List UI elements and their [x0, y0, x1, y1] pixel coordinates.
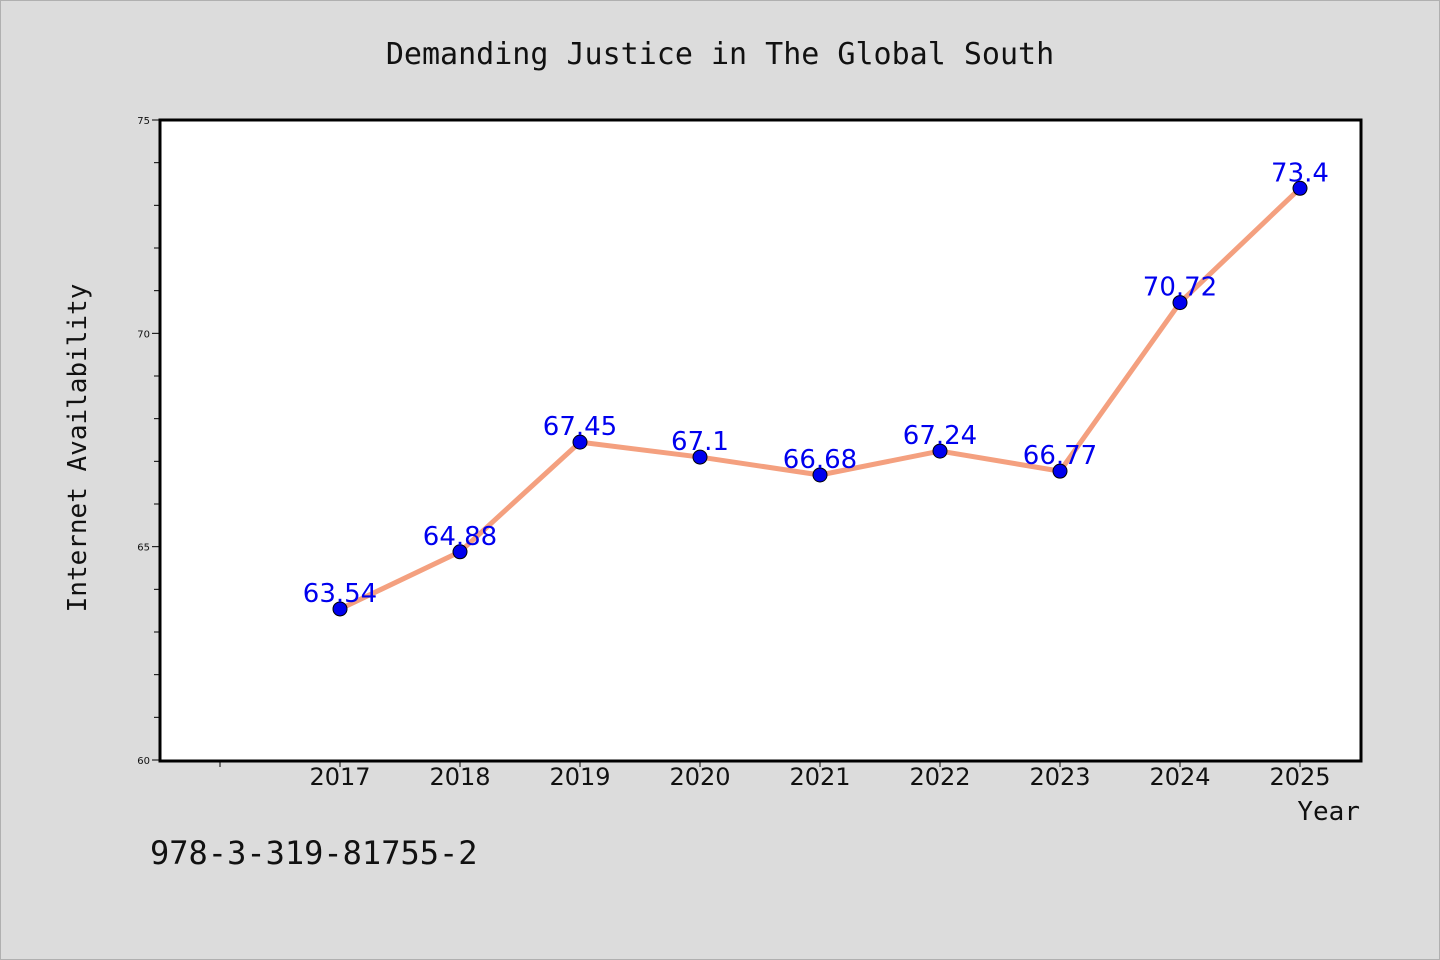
data-label: 67.45 [543, 412, 617, 442]
data-point [1172, 295, 1188, 311]
data-point [692, 449, 708, 465]
markers-group [332, 180, 1308, 617]
data-label: 70.72 [1143, 273, 1217, 303]
data-point [452, 544, 468, 560]
x-tick-label: 2023 [1029, 763, 1090, 791]
y-tick-label: 75 [137, 116, 150, 127]
x-tick-label: 2018 [429, 763, 490, 791]
data-point [332, 601, 348, 617]
x-tick-label: 2024 [1149, 763, 1210, 791]
x-tick-label: 2020 [669, 763, 730, 791]
y-tick-label: 65 [137, 543, 150, 554]
data-label: 66.77 [1023, 441, 1097, 471]
x-tick-label: 2019 [549, 763, 610, 791]
x-tick-label: 2022 [909, 763, 970, 791]
x-tick-label: 2017 [309, 763, 370, 791]
data-labels-group: 63.54 64.88 67.45 67.1 66.68 67.24 66.77 70.72 7… [303, 158, 1329, 609]
y-axis: 60 65 70 75 [137, 116, 160, 767]
footer-isbn: 978-3-319-81755-2 [150, 834, 478, 872]
data-point [1052, 463, 1068, 479]
y-axis-label: Internet Availability [63, 284, 93, 613]
data-label: 66.68 [783, 445, 857, 475]
data-point [932, 443, 948, 459]
x-tick-label: 2025 [1269, 763, 1330, 791]
data-label: 67.1 [671, 427, 729, 457]
chart-title: Demanding Justice in The Global South [386, 37, 1054, 72]
x-tick-label: 2021 [789, 763, 850, 791]
y-tick-label: 60 [137, 756, 150, 767]
x-axis-label: Year [1297, 797, 1360, 827]
data-label: 63.54 [303, 579, 377, 609]
data-point [572, 434, 588, 450]
data-label: 73.4 [1271, 158, 1329, 188]
data-point [812, 467, 828, 483]
data-label: 67.24 [903, 421, 977, 451]
data-point [1292, 180, 1308, 196]
y-tick-label: 70 [137, 329, 150, 340]
x-axis: 2017 2018 2019 2020 2021 2022 2023 2024 2025 [219, 760, 1331, 791]
data-label: 64.88 [423, 522, 497, 552]
plot-area [158, 118, 1363, 763]
